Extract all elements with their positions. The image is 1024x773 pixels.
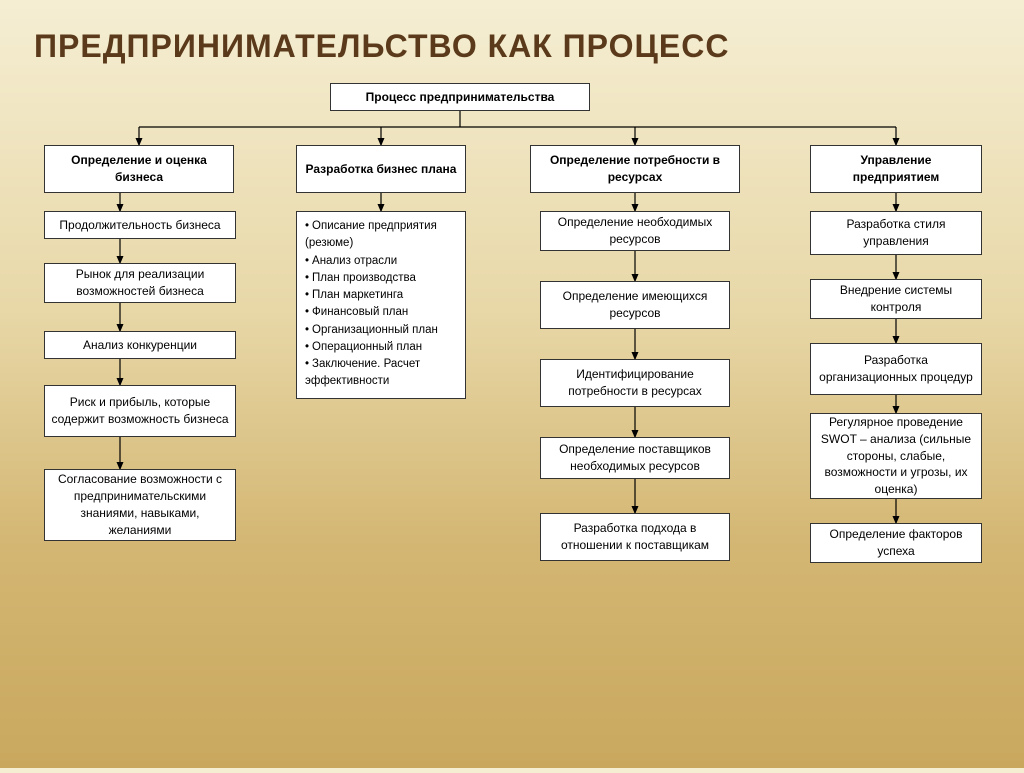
col3-node3: Регулярное проведение SWOT – анализа (си… bbox=[810, 413, 982, 499]
col0-node3: Риск и прибыль, которые содержит возможн… bbox=[44, 385, 236, 437]
list-item: Заключение. Расчет эффективности bbox=[305, 356, 457, 391]
col0-node1: Рынок для реализации возможностей бизнес… bbox=[44, 263, 236, 303]
col3-node0: Разработка стиля управления bbox=[810, 211, 982, 255]
list-item: Организационный план bbox=[305, 322, 438, 339]
col-header-1: Разработка бизнес плана bbox=[296, 145, 466, 193]
col0-node4: Согласование возможности с предпринимате… bbox=[44, 469, 236, 541]
root-box: Процесс предпринимательства bbox=[330, 83, 590, 111]
col1-list: Описание предприятия (резюме)Анализ отра… bbox=[296, 211, 466, 399]
col-header-0: Определение и оценка бизнеса bbox=[44, 145, 234, 193]
list-item: План производства bbox=[305, 270, 416, 287]
col2-node0: Определение необходимых ресурсов bbox=[540, 211, 730, 251]
list-item: Анализ отрасли bbox=[305, 253, 397, 270]
list-item: Операционный план bbox=[305, 339, 422, 356]
col2-node4: Разработка подхода в отношении к поставщ… bbox=[540, 513, 730, 561]
col3-node1: Внедрение системы контроля bbox=[810, 279, 982, 319]
col-header-2: Определение потребности в ресурсах bbox=[530, 145, 740, 193]
col0-node2: Анализ конкуренции bbox=[44, 331, 236, 359]
list-item: План маркетинга bbox=[305, 287, 403, 304]
list-item: Описание предприятия (резюме) bbox=[305, 218, 457, 253]
list-item: Финансовый план bbox=[305, 304, 408, 321]
col2-node3: Определение поставщиков необходимых ресу… bbox=[540, 437, 730, 479]
diagram-canvas: Процесс предпринимательства Определение и… bbox=[0, 83, 1024, 773]
col2-node1: Определение имеющихся ресурсов bbox=[540, 281, 730, 329]
col2-node2: Идентифицирование потребности в ресурсах bbox=[540, 359, 730, 407]
page-title: ПРЕДПРИНИМАТЕЛЬСТВО КАК ПРОЦЕСС bbox=[0, 0, 1024, 83]
col-header-3: Управление предприятием bbox=[810, 145, 982, 193]
col3-node4: Определение факторов успеха bbox=[810, 523, 982, 563]
col3-node2: Разработка организационных процедур bbox=[810, 343, 982, 395]
col0-node0: Продолжительность бизнеса bbox=[44, 211, 236, 239]
